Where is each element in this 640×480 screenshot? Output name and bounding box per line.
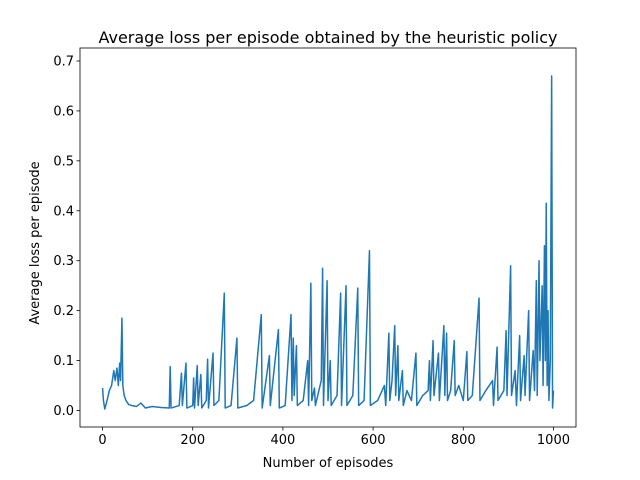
y-tick-label: 0.1: [53, 354, 74, 369]
line: [101, 75, 555, 410]
x-tick-label: 0: [98, 433, 106, 448]
x-tick-label: 800: [451, 433, 476, 448]
y-tick-label: 0.7: [53, 54, 74, 69]
y-axis-label: Average loss per episode: [28, 161, 43, 324]
plot-frame: [79, 47, 577, 428]
x-axis-label: Number of episodes: [263, 456, 394, 471]
x-tick-label: 600: [361, 433, 386, 448]
y-tick-label: 0.0: [53, 404, 74, 419]
x-tick-label: 200: [180, 433, 205, 448]
x-tick-label: 1000: [537, 433, 570, 448]
y-tick-label: 0.3: [53, 254, 74, 269]
y-tick-label: 0.2: [53, 304, 74, 319]
y-tick-label: 0.6: [53, 104, 74, 119]
chart-title: Average loss per episode obtained by the…: [98, 28, 557, 47]
y-tick-label: 0.4: [53, 204, 74, 219]
x-tick-label: 400: [270, 433, 295, 448]
y-tick-label: 0.5: [53, 154, 74, 169]
